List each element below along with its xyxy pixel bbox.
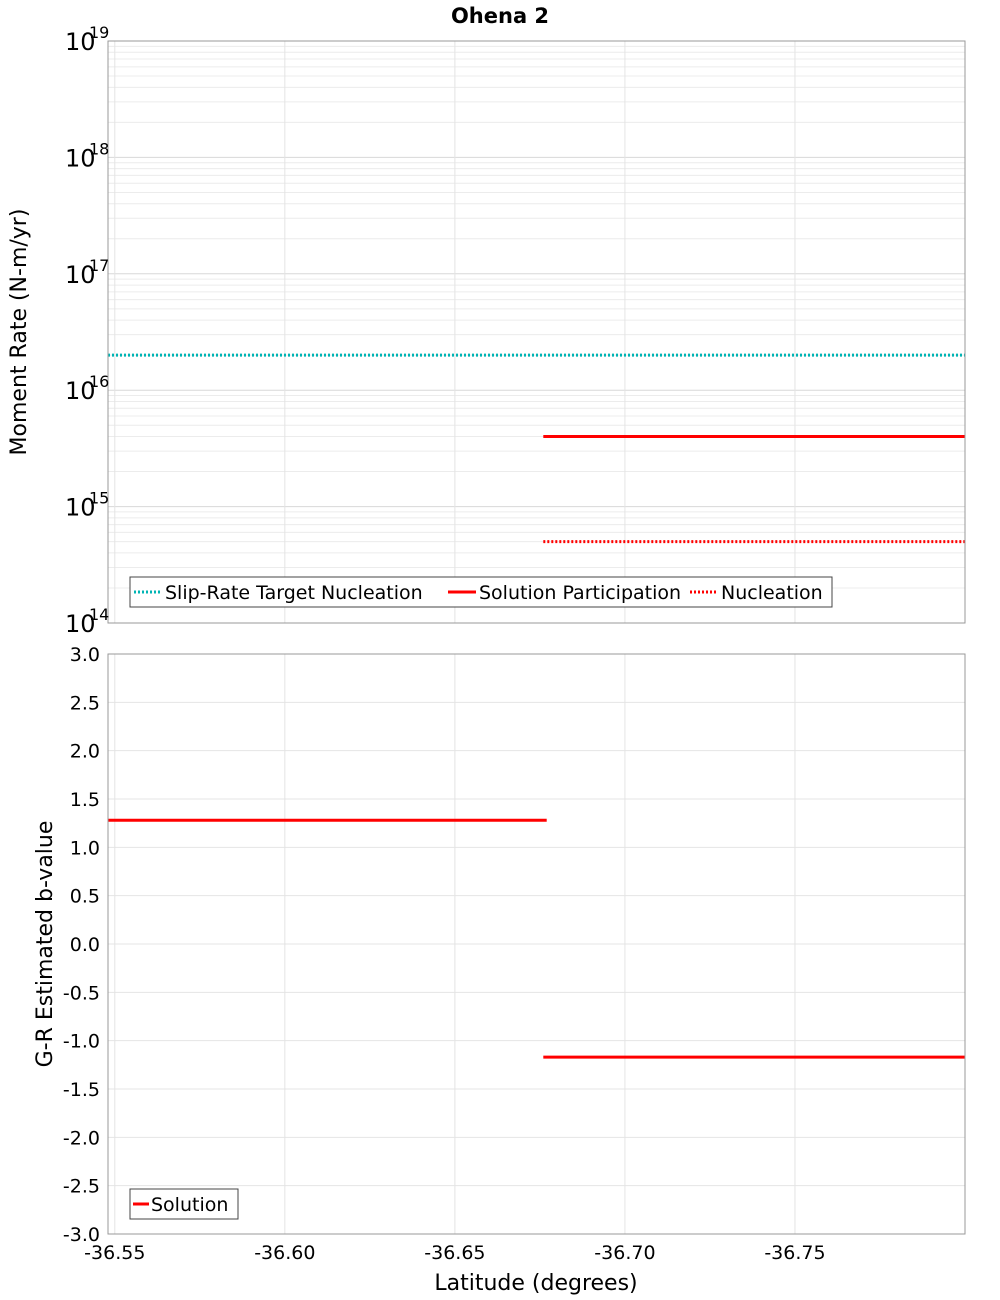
b-value-y-tick-label: 2.5 xyxy=(70,692,100,714)
y-tick-label-exponent: 16 xyxy=(89,372,109,391)
legend-label-2: Nucleation xyxy=(721,582,823,604)
y-tick-label-exponent: 18 xyxy=(89,139,109,158)
b-value-series xyxy=(108,818,965,1059)
b-value-y-tick-label: 1.5 xyxy=(70,789,100,811)
y-tick-label-exponent: 17 xyxy=(89,256,109,275)
b-value-legend: Solution xyxy=(129,1188,239,1220)
y-tick-label-base: 10 xyxy=(65,261,96,289)
b-value-y-tick-label: 0.5 xyxy=(70,886,100,908)
y-tick-label-exponent: 15 xyxy=(89,489,109,508)
y-tick-label-base: 10 xyxy=(65,28,96,56)
latitude-x-ticks: -36.55 -36.60 -36.65 -36.70 -36.75 xyxy=(84,1242,825,1264)
moment-rate-series xyxy=(108,353,965,544)
b-value-panel: 3.0 2.5 2.0 1.5 1.0 0.5 0.0 -0.5 -1.0 -1.5 -2.0 -2.… xyxy=(33,644,966,1296)
b-value-y-ticks: 3.0 2.5 2.0 1.5 1.0 0.5 0.0 -0.5 -1.0 -1.5 -2.0 -2.… xyxy=(63,644,100,1246)
b-value-gridlines xyxy=(108,653,965,1235)
x-tick-label: -36.70 xyxy=(594,1242,655,1264)
legend-label-1: Solution Participation xyxy=(479,582,681,604)
b-value-plot-border xyxy=(107,653,966,1235)
b-value-y-tick-label: 2.0 xyxy=(70,741,100,763)
moment-rate-gridlines xyxy=(108,41,965,624)
b-value-y-tick-label: -1.0 xyxy=(63,1031,100,1053)
y-tick-label-base: 10 xyxy=(65,144,96,172)
b-value-y-tick-label: -1.5 xyxy=(63,1079,100,1101)
b-value-legend-label: Solution xyxy=(151,1194,228,1216)
x-axis-label: Latitude (degrees) xyxy=(434,1271,637,1296)
x-tick-label: -36.60 xyxy=(254,1242,315,1264)
y-tick-label-exponent: 14 xyxy=(89,605,109,624)
b-value-y-tick-label: -2.0 xyxy=(63,1127,100,1149)
b-value-y-tick-label: 3.0 xyxy=(70,644,100,666)
moment-rate-y-axis-label: Moment Rate (N-m/yr) xyxy=(7,209,32,456)
legend-label-0: Slip-Rate Target Nucleation xyxy=(165,582,423,604)
y-tick-label-exponent: 19 xyxy=(89,23,109,42)
moment-rate-plot-area xyxy=(108,41,965,623)
x-tick-label: -36.55 xyxy=(84,1242,145,1264)
x-tick-label: -36.65 xyxy=(424,1242,485,1264)
moment-rate-plot-border xyxy=(107,40,966,624)
y-tick-label-base: 10 xyxy=(65,610,96,638)
b-value-y-tick-label: -0.5 xyxy=(63,982,100,1004)
b-value-y-tick-label: -2.5 xyxy=(63,1176,100,1198)
x-tick-label: -36.75 xyxy=(764,1242,825,1264)
chart-title: Ohena 2 xyxy=(451,4,549,28)
b-value-y-tick-label: 0.0 xyxy=(70,934,100,956)
b-value-y-tick-label: 1.0 xyxy=(70,837,100,859)
y-tick-label-base: 10 xyxy=(65,494,96,522)
b-value-y-axis-label: G-R Estimated b-value xyxy=(33,821,58,1068)
y-tick-label-base: 10 xyxy=(65,377,96,405)
b-value-y-tick-label: -3.0 xyxy=(63,1224,100,1246)
moment-rate-legend: Slip-Rate Target Nucleation Solution Part… xyxy=(129,576,833,608)
